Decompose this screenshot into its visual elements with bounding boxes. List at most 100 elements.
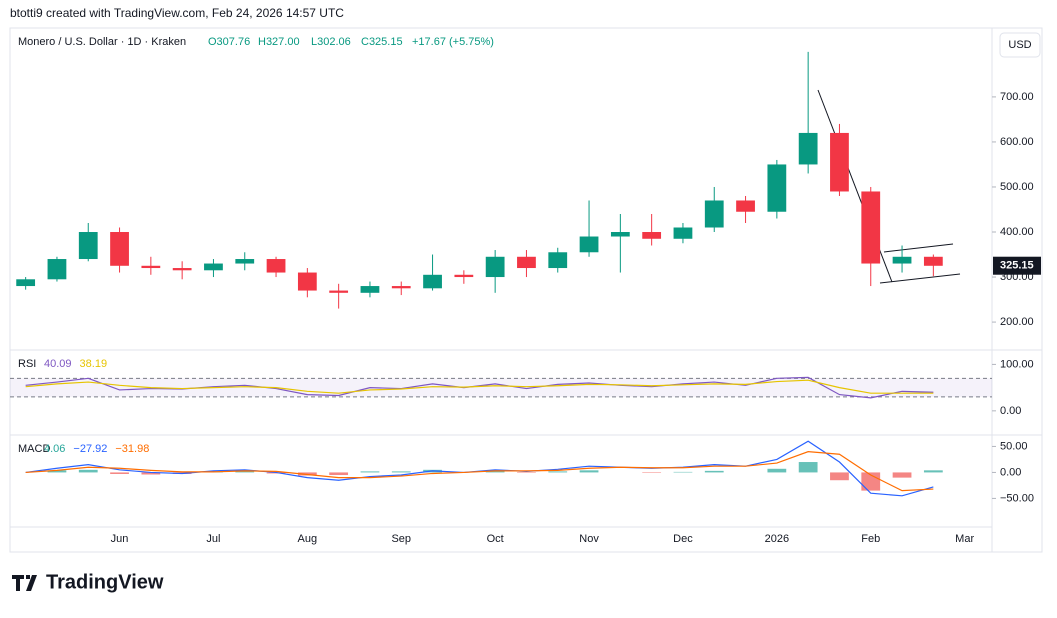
legend-value: −27.92 <box>73 443 107 455</box>
candle-body <box>892 256 912 264</box>
y-tick-label: 500.00 <box>1000 181 1034 193</box>
histogram-bar <box>642 472 662 473</box>
x-tick-label: Jun <box>111 533 129 545</box>
legend: Monero / U.S. Dollar · 1D · Kraken O307.… <box>18 36 494 48</box>
x-tick-label: Dec <box>673 533 693 545</box>
candle-body <box>861 191 881 264</box>
candle-body <box>360 286 380 293</box>
trend-line <box>879 273 961 284</box>
candle-body <box>204 263 223 271</box>
candle-body <box>78 232 98 260</box>
y-tick-label: 400.00 <box>1000 226 1034 238</box>
legend-value: 4.06 <box>44 443 65 455</box>
y-tick-label: 700.00 <box>1000 91 1034 103</box>
brand: TradingView <box>46 571 164 593</box>
histogram-bar <box>47 470 67 473</box>
candle-body <box>266 259 286 273</box>
histogram-bar <box>235 471 255 473</box>
candle-body <box>830 132 849 192</box>
legend-value: −31.98 <box>115 443 149 455</box>
candle-body <box>47 259 67 280</box>
candle-body <box>485 256 505 278</box>
candle-body <box>329 290 349 293</box>
candle-body <box>610 232 630 237</box>
band-fill <box>10 378 992 397</box>
histogram-bar <box>329 472 349 476</box>
candle-body <box>673 227 693 239</box>
histogram-bar <box>548 471 568 473</box>
symbol: Monero / U.S. Dollar · 1D · Kraken <box>18 36 186 48</box>
x-tick-label: Aug <box>298 533 318 545</box>
x-tick-label: Mar <box>955 533 974 545</box>
candle-body <box>423 274 442 289</box>
y-tick-label: 0.00 <box>1000 405 1021 417</box>
candle-body <box>642 232 662 239</box>
y-tick-label: −50.00 <box>1000 492 1034 504</box>
x-tick-label: Feb <box>861 533 880 545</box>
y-tick-label: 100.00 <box>1000 358 1034 370</box>
price-tag <box>993 256 1041 275</box>
frame <box>9 27 1043 553</box>
ohlc: H327.00 <box>258 36 300 48</box>
histogram-bar <box>141 472 161 475</box>
logo-icon <box>12 575 37 591</box>
candle-body <box>391 286 411 289</box>
ohlc: L302.06 <box>311 36 351 48</box>
candle-body <box>736 200 755 212</box>
indicator-line <box>25 379 934 394</box>
histogram-bar <box>923 470 943 473</box>
trend-line <box>883 243 954 253</box>
histogram-bar <box>517 472 536 473</box>
legend-value: 40.09 <box>44 358 72 370</box>
x-tick-label: Jul <box>206 533 220 545</box>
histogram-bar <box>110 472 129 474</box>
candle-body <box>798 132 818 165</box>
y-tick-label: 600.00 <box>1000 136 1034 148</box>
pane-title: RSI <box>18 358 36 370</box>
candle-body <box>579 236 599 253</box>
legend-value: 38.19 <box>80 358 108 370</box>
candle-body <box>110 232 129 266</box>
candle-body <box>454 274 474 278</box>
x-tick-label: Oct <box>487 533 504 545</box>
candle-body <box>297 272 317 291</box>
histogram-bar <box>579 470 599 473</box>
x-tick-label: Nov <box>579 533 599 545</box>
histogram-bar <box>892 472 912 478</box>
histogram-bar <box>391 471 411 473</box>
ohlc: O307.76 <box>208 36 250 48</box>
y-tick-label: 0.00 <box>1000 466 1021 478</box>
histogram-bar <box>360 471 380 473</box>
currency-button[interactable] <box>999 32 1041 58</box>
histogram-bar <box>830 472 849 481</box>
histogram-bar <box>704 470 724 473</box>
candle-body <box>767 164 787 212</box>
logo: TradingView <box>12 571 164 593</box>
price-tag-label: 325.15 <box>1000 260 1034 272</box>
candle-body <box>16 279 36 287</box>
x-tick-label: 2026 <box>765 533 789 545</box>
y-tick-label: 200.00 <box>1000 316 1034 328</box>
candle-body <box>923 256 943 266</box>
indicator-line <box>25 451 934 492</box>
histogram-bar <box>485 471 505 473</box>
candle-body <box>235 259 255 264</box>
candle-body <box>172 268 192 271</box>
pane-title: MACD <box>18 443 50 455</box>
change: +17.67 (+5.75%) <box>412 36 494 48</box>
candle-body <box>141 265 161 269</box>
ohlc: C325.15 <box>361 36 403 48</box>
y-tick-label: 50.00 <box>1000 440 1028 452</box>
candle-body <box>548 252 568 269</box>
watermark: btotti9 created with TradingView.com, Fe… <box>10 6 344 20</box>
candle-body <box>704 200 724 228</box>
histogram-bar <box>78 469 98 473</box>
currency[interactable]: USD <box>1008 39 1031 51</box>
histogram-bar <box>673 471 693 473</box>
histogram-bar <box>798 462 818 473</box>
candle-body <box>517 256 536 269</box>
histogram-bar <box>767 468 787 473</box>
x-tick-label: Sep <box>391 533 411 545</box>
